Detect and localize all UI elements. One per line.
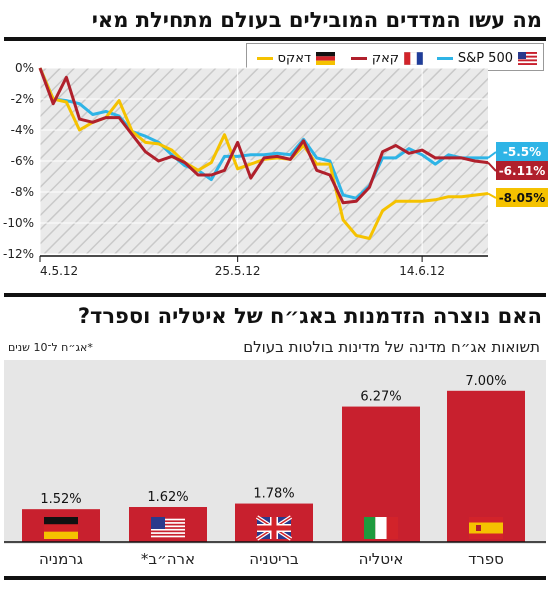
germany-flag-icon — [44, 517, 78, 539]
legend-item-dax: דאקס — [256, 44, 335, 72]
y-tick-label: -8% — [11, 185, 34, 199]
uk-flag-icon — [255, 515, 293, 541]
x-tick-label: 14.6.12 — [399, 264, 445, 278]
bar-category-label: גרמניה — [39, 550, 83, 568]
end-label-leader — [487, 161, 497, 172]
bar-category-label: ספרד — [468, 550, 504, 568]
y-tick-label: -6% — [11, 154, 34, 168]
y-tick-label: -2% — [11, 92, 34, 106]
middle-divider — [4, 293, 546, 297]
end-value-label: -5.5% — [487, 142, 548, 161]
bottom-chart-title: האם נוצרה הזדמנות באג״ח של איטליה וספרד? — [77, 304, 542, 328]
bar-category-label: ארה״ב* — [141, 550, 195, 568]
end-label-text: -8.05% — [499, 191, 546, 205]
legend-swatch-dax — [256, 56, 273, 60]
legend-label-sp500: S&P 500 — [457, 50, 513, 66]
legend-swatch-cac — [350, 56, 367, 60]
legend-item-sp500: S&P 500 — [436, 44, 537, 72]
end-label-leader — [487, 192, 497, 199]
y-tick-label: 0% — [15, 61, 34, 75]
bottom-chart-subtitle: תשואות אג״ח מדינה של מדינות בולטות בעולם — [243, 338, 540, 356]
bar — [447, 390, 525, 542]
end-label-box — [496, 188, 548, 207]
y-tick-label: -10% — [3, 216, 34, 230]
legend-label-cac: קאק — [371, 50, 399, 66]
legend-swatch-sp500 — [436, 56, 453, 60]
end-label-leader — [487, 151, 497, 159]
bar-category-label: איטליה — [359, 550, 404, 568]
top-chart-title: מה עשו המדדים המובילים בעולם מתחילת מאי — [91, 8, 542, 32]
end-value-label: -6.11% — [487, 161, 548, 180]
bottom-divider — [4, 576, 546, 580]
legend-label-dax: דאקס — [277, 50, 311, 66]
x-tick-label: 4.5.12 — [40, 264, 78, 278]
bottom-chart-note: *אג״ח ל־10 שנים — [8, 341, 93, 354]
usa-flag-icon — [151, 517, 185, 539]
series-line — [38, 67, 489, 205]
bar-value-label: 7.00% — [465, 374, 506, 389]
end-label-box — [496, 142, 548, 161]
usa-flag-icon — [518, 51, 537, 65]
legend: S&P 500 קאק דאקס — [246, 43, 544, 71]
bar-value-label: 6.27% — [360, 390, 401, 405]
line-chart: 0% -2% -4% -6% -8% -10% -12% 4.5.12 25.5.12 14.6.… — [3, 61, 548, 278]
legend-item-cac: קאק — [350, 44, 424, 72]
y-tick-label: -12% — [3, 247, 34, 261]
top-divider — [4, 37, 546, 41]
end-label-text: -6.11% — [499, 164, 546, 178]
bar-category-label: בריטניה — [249, 550, 299, 568]
bar-chart: 7.00% ספרד 6.27% איטליה 1.78% בריטניה 1.62% ארה… — [4, 360, 546, 568]
y-tick-label: -4% — [11, 123, 34, 137]
series-line — [38, 67, 488, 200]
end-label-text: -5.5% — [503, 145, 541, 159]
bar-value-label: 1.52% — [40, 492, 81, 507]
germany-flag-icon — [316, 51, 335, 65]
end-label-box — [496, 161, 548, 180]
spain-flag-icon — [469, 517, 503, 539]
x-tick-label: 25.5.12 — [215, 264, 261, 278]
end-value-label: -8.05% — [487, 188, 548, 207]
bar-value-label: 1.78% — [253, 487, 294, 502]
italy-flag-icon — [364, 517, 398, 539]
bar-value-label: 1.62% — [147, 490, 188, 505]
